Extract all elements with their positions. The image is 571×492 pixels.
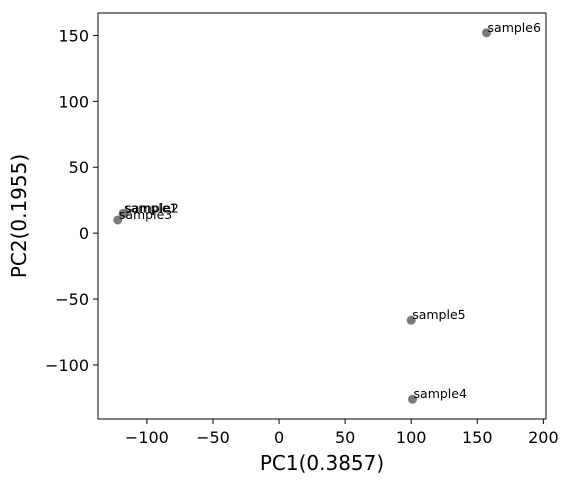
point-label-sample4: sample4 (414, 386, 467, 401)
x-axis-ticks: −100 −50 0 50 100 150 200 (125, 419, 559, 447)
y-axis-label: PC2(0.1955) (7, 154, 31, 278)
x-tick-label: 50 (335, 428, 355, 447)
point-label-sample3: sample3 (119, 207, 172, 222)
data-point-sample2 (119, 208, 129, 218)
y-tick-label: −50 (55, 290, 89, 309)
point-label-sample2: sample2 (125, 200, 178, 215)
y-tick-label: 0 (79, 224, 89, 243)
x-tick-label: −50 (196, 428, 230, 447)
x-axis-label: PC1(0.3857) (260, 451, 384, 475)
data-point-sample3 (113, 215, 123, 225)
point-label-sample1: sample1 (124, 200, 177, 215)
data-point-sample5 (406, 315, 416, 325)
x-tick-label: 200 (528, 428, 559, 447)
y-tick-label: 150 (58, 26, 89, 45)
y-axis-ticks: −100 −50 0 50 100 150 (45, 26, 98, 375)
plot-frame (97, 12, 547, 420)
x-tick-label: 0 (274, 428, 284, 447)
x-tick-label: −100 (125, 428, 169, 447)
point-label-sample5: sample5 (412, 307, 465, 322)
x-tick-label: 150 (462, 428, 493, 447)
data-point-sample6 (482, 28, 492, 38)
data-point-sample4 (408, 394, 418, 404)
x-tick-label: 100 (396, 428, 427, 447)
y-tick-label: 50 (69, 158, 89, 177)
point-label-sample6: sample6 (488, 20, 541, 35)
plot-area (98, 13, 546, 419)
y-tick-label: −100 (45, 356, 89, 375)
y-tick-label: 100 (58, 92, 89, 111)
